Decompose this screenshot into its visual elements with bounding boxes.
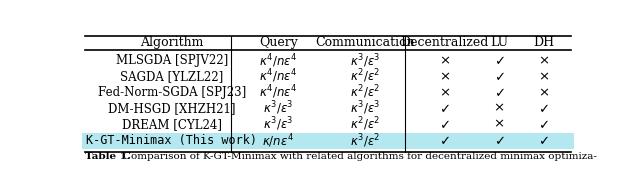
Text: $\times$: $\times$ — [538, 70, 549, 83]
Text: SAGDA [YLZL22]: SAGDA [YLZL22] — [120, 70, 223, 83]
Text: Query: Query — [259, 36, 298, 49]
Text: $\kappa^3/\epsilon^3$: $\kappa^3/\epsilon^3$ — [263, 100, 294, 117]
Text: $\kappa^3/\epsilon^3$: $\kappa^3/\epsilon^3$ — [350, 52, 380, 70]
Text: $\times$: $\times$ — [439, 54, 450, 67]
Text: $\kappa^4/n\epsilon^4$: $\kappa^4/n\epsilon^4$ — [259, 52, 298, 70]
Text: MLSGDA [SPJV22]: MLSGDA [SPJV22] — [116, 54, 228, 67]
Text: Algorithm: Algorithm — [140, 36, 204, 49]
Text: $\kappa^3/\epsilon^2$: $\kappa^3/\epsilon^2$ — [350, 132, 380, 149]
Text: Communication: Communication — [316, 36, 415, 49]
Text: $\checkmark$: $\checkmark$ — [538, 118, 549, 131]
Text: $\times$: $\times$ — [538, 54, 549, 67]
Text: $\checkmark$: $\checkmark$ — [493, 54, 504, 67]
Text: $\times$: $\times$ — [493, 102, 505, 115]
Text: $\kappa^3/\epsilon^3$: $\kappa^3/\epsilon^3$ — [350, 100, 380, 117]
Text: Comparison of K-GT-Minimax with related algorithms for decentralized minimax opt: Comparison of K-GT-Minimax with related … — [123, 152, 597, 161]
Text: $\kappa/n\epsilon^4$: $\kappa/n\epsilon^4$ — [262, 132, 294, 149]
Text: DM-HSGD [XHZH21]: DM-HSGD [XHZH21] — [108, 102, 236, 115]
Text: $\kappa^2/\epsilon^2$: $\kappa^2/\epsilon^2$ — [350, 68, 380, 85]
Text: $\checkmark$: $\checkmark$ — [538, 102, 549, 115]
Text: Decentralized: Decentralized — [401, 36, 489, 49]
Text: K-GT-Minimax (This work): K-GT-Minimax (This work) — [86, 134, 257, 147]
Text: $\checkmark$: $\checkmark$ — [439, 118, 450, 131]
Text: $\times$: $\times$ — [493, 118, 505, 131]
Text: Table 1.: Table 1. — [85, 152, 131, 161]
Text: $\times$: $\times$ — [538, 86, 549, 99]
Text: $\checkmark$: $\checkmark$ — [493, 86, 504, 99]
FancyBboxPatch shape — [83, 133, 573, 149]
Text: $\checkmark$: $\checkmark$ — [439, 102, 450, 115]
Text: $\checkmark$: $\checkmark$ — [493, 134, 504, 147]
Text: $\kappa^2/\epsilon^2$: $\kappa^2/\epsilon^2$ — [350, 115, 380, 133]
Text: $\times$: $\times$ — [439, 70, 450, 83]
Text: $\checkmark$: $\checkmark$ — [439, 134, 450, 147]
Text: Fed-Norm-SGDA [SPJ23]: Fed-Norm-SGDA [SPJ23] — [98, 86, 246, 99]
Text: $\checkmark$: $\checkmark$ — [493, 70, 504, 83]
Text: DREAM [CYL24]: DREAM [CYL24] — [122, 118, 222, 131]
Text: $\kappa^2/\epsilon^2$: $\kappa^2/\epsilon^2$ — [350, 84, 380, 101]
Text: $\kappa^4/n\epsilon^4$: $\kappa^4/n\epsilon^4$ — [259, 84, 298, 101]
Text: $\kappa^3/\epsilon^3$: $\kappa^3/\epsilon^3$ — [263, 115, 294, 133]
Text: LU: LU — [490, 36, 508, 49]
Text: DH: DH — [533, 36, 554, 49]
Text: $\kappa^4/n\epsilon^4$: $\kappa^4/n\epsilon^4$ — [259, 68, 298, 85]
Text: $\checkmark$: $\checkmark$ — [538, 134, 549, 147]
Text: $\times$: $\times$ — [439, 86, 450, 99]
